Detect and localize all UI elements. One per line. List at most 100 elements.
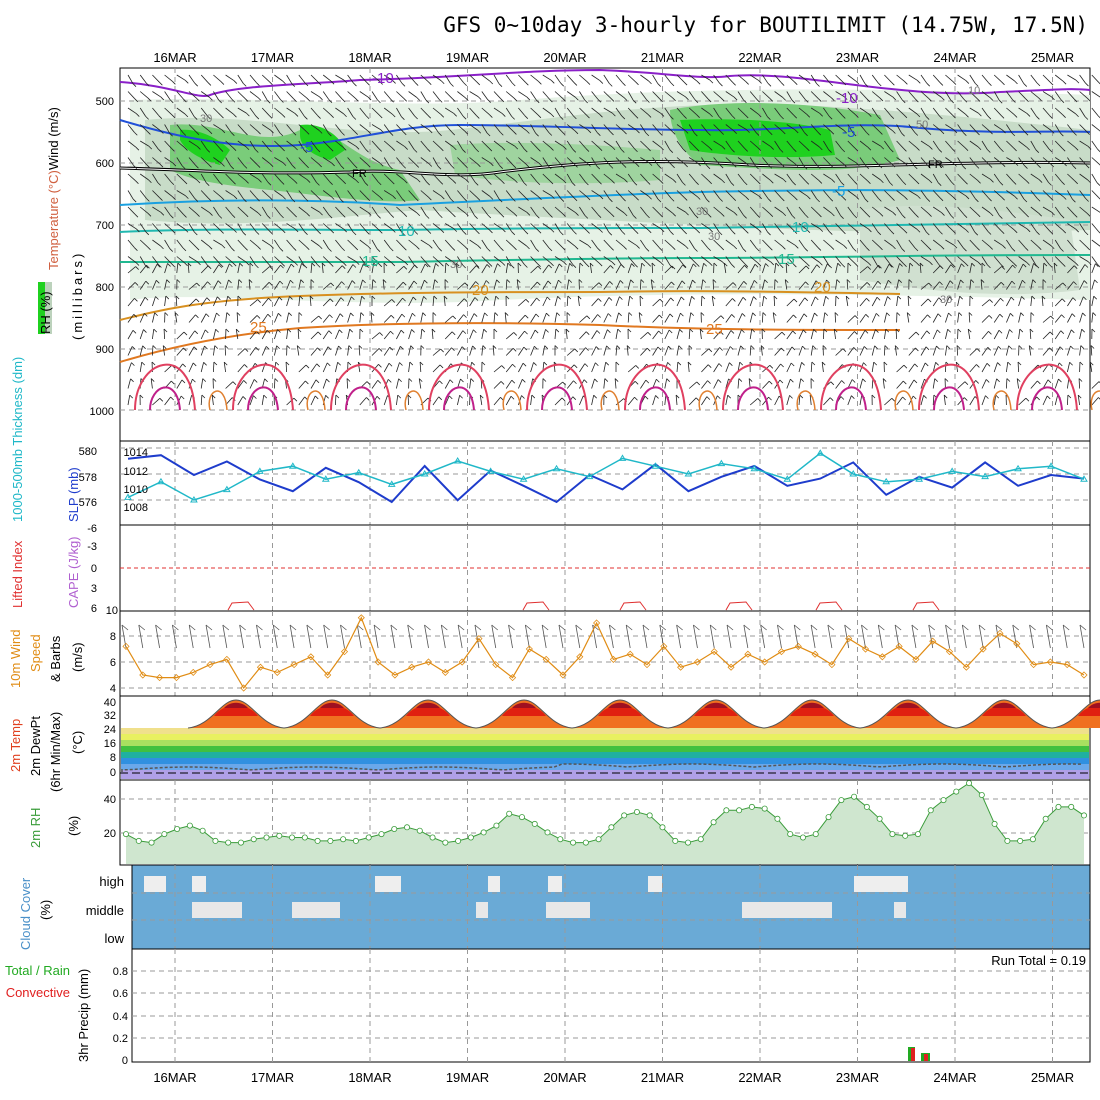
wind-barb-flag bbox=[285, 361, 290, 366]
wind-barb bbox=[591, 298, 599, 307]
wind-barb bbox=[774, 140, 781, 150]
wind-barb-flag bbox=[770, 146, 774, 150]
wind-barb bbox=[932, 265, 941, 274]
wind10m-barb-flag bbox=[558, 624, 566, 631]
wind-barb bbox=[469, 345, 473, 356]
wind-barb bbox=[810, 190, 817, 200]
wind10m-barb bbox=[827, 624, 833, 649]
wind-barb-flag bbox=[131, 346, 136, 350]
rh2m-marker bbox=[748, 803, 755, 810]
wind-barb-flag bbox=[928, 213, 932, 217]
wind-barb-flag bbox=[916, 262, 920, 267]
wind-barb bbox=[1054, 298, 1063, 307]
wind-barb bbox=[188, 346, 195, 356]
warm-contour-inner bbox=[737, 386, 769, 411]
wind-barb-flag bbox=[916, 113, 921, 118]
wind-barb bbox=[993, 313, 1001, 323]
wind-barb bbox=[823, 328, 825, 340]
wind-barb bbox=[945, 329, 949, 340]
wind-barb bbox=[847, 173, 855, 182]
wind-barb-flag bbox=[757, 147, 762, 151]
wind-barb bbox=[896, 256, 904, 264]
wind-barb bbox=[542, 256, 551, 264]
wind-barb bbox=[847, 91, 855, 100]
wind-barb-flag bbox=[390, 214, 395, 218]
wind-barb bbox=[371, 332, 380, 340]
precip-tick: 0 bbox=[122, 1055, 128, 1067]
wind-barb-flag bbox=[964, 262, 969, 267]
wind-barb bbox=[188, 378, 193, 389]
wind-barb-flag bbox=[426, 181, 430, 186]
wind-barb-flag bbox=[476, 81, 481, 86]
temp-peak-red bbox=[694, 705, 738, 716]
wind-barb-flag bbox=[448, 395, 453, 400]
wind-barb bbox=[1079, 223, 1086, 233]
rh2m-marker bbox=[391, 826, 398, 833]
pressure-tick: 900 bbox=[96, 344, 114, 356]
wind-barb-flag bbox=[486, 132, 491, 137]
wind-barb bbox=[444, 91, 453, 99]
wind-barb-flag bbox=[427, 263, 431, 268]
wind-barb-flag bbox=[498, 83, 503, 87]
wind-barb bbox=[213, 74, 222, 82]
wind-barb bbox=[737, 124, 747, 130]
wind-barb bbox=[896, 296, 899, 307]
warm-contour-inner bbox=[345, 386, 377, 411]
wind-barb-flag bbox=[414, 115, 418, 120]
wind-barb-flag bbox=[831, 212, 835, 217]
wind-barb-flag bbox=[1050, 315, 1054, 320]
wind10m-marker bbox=[777, 648, 786, 656]
wind-barb-flag bbox=[1036, 116, 1040, 120]
wind-barb bbox=[188, 395, 192, 406]
wind-barb-flag bbox=[670, 297, 674, 302]
wind-barb bbox=[1006, 313, 1011, 323]
wind-barb-flag bbox=[878, 164, 883, 169]
wind-barb bbox=[396, 346, 401, 356]
wind-barb bbox=[176, 74, 186, 81]
wind-barb bbox=[127, 282, 136, 290]
wind-barb bbox=[310, 157, 319, 165]
wind-barb-flag bbox=[866, 298, 870, 302]
wind-barb bbox=[908, 107, 918, 115]
wind-barb bbox=[371, 256, 380, 265]
wind10m-marker bbox=[391, 671, 399, 679]
wind-barb-flag bbox=[904, 81, 908, 85]
wind-barb-flag bbox=[764, 279, 768, 284]
wind-barb bbox=[139, 345, 144, 356]
wind-barb bbox=[188, 330, 196, 340]
wind-barb-flag bbox=[220, 81, 225, 85]
wind-barb bbox=[261, 346, 267, 356]
li-bumps bbox=[227, 601, 940, 611]
wind-barb-flag bbox=[578, 279, 583, 283]
wind-barb-flag bbox=[834, 312, 839, 316]
wind-barb bbox=[164, 256, 172, 264]
wind10m-label-speed: Speed bbox=[28, 634, 43, 672]
rh2m-marker bbox=[327, 837, 334, 844]
wind-barb-flag bbox=[233, 229, 237, 233]
wind-barb bbox=[749, 74, 759, 81]
wind-barb-flag bbox=[756, 98, 760, 103]
wind-barb bbox=[1030, 124, 1039, 132]
wind-barb-flag bbox=[780, 363, 784, 368]
wind-barb bbox=[932, 107, 940, 117]
temp-peak-outline bbox=[667, 699, 765, 729]
wind-barb-flag bbox=[195, 246, 200, 251]
wind-barb-flag bbox=[355, 261, 360, 265]
wind-barb-flag bbox=[743, 99, 747, 104]
cloud-mid-block bbox=[742, 902, 832, 918]
wind-barb bbox=[713, 190, 720, 199]
wind-barb bbox=[773, 295, 775, 307]
wind-barb-flag bbox=[1001, 163, 1006, 167]
wind-barb bbox=[688, 256, 697, 264]
wind-barb bbox=[786, 157, 796, 164]
wind-barb bbox=[749, 173, 758, 182]
wind-barb bbox=[871, 157, 880, 166]
wind-barb-flag bbox=[317, 331, 322, 336]
rh2m-marker bbox=[314, 837, 321, 844]
wind10m-barb-flag bbox=[155, 624, 162, 631]
wind-barb bbox=[640, 157, 650, 163]
wind-barb bbox=[310, 140, 318, 150]
wind10m-marker bbox=[340, 648, 349, 656]
contour-label: 50 bbox=[916, 119, 928, 131]
